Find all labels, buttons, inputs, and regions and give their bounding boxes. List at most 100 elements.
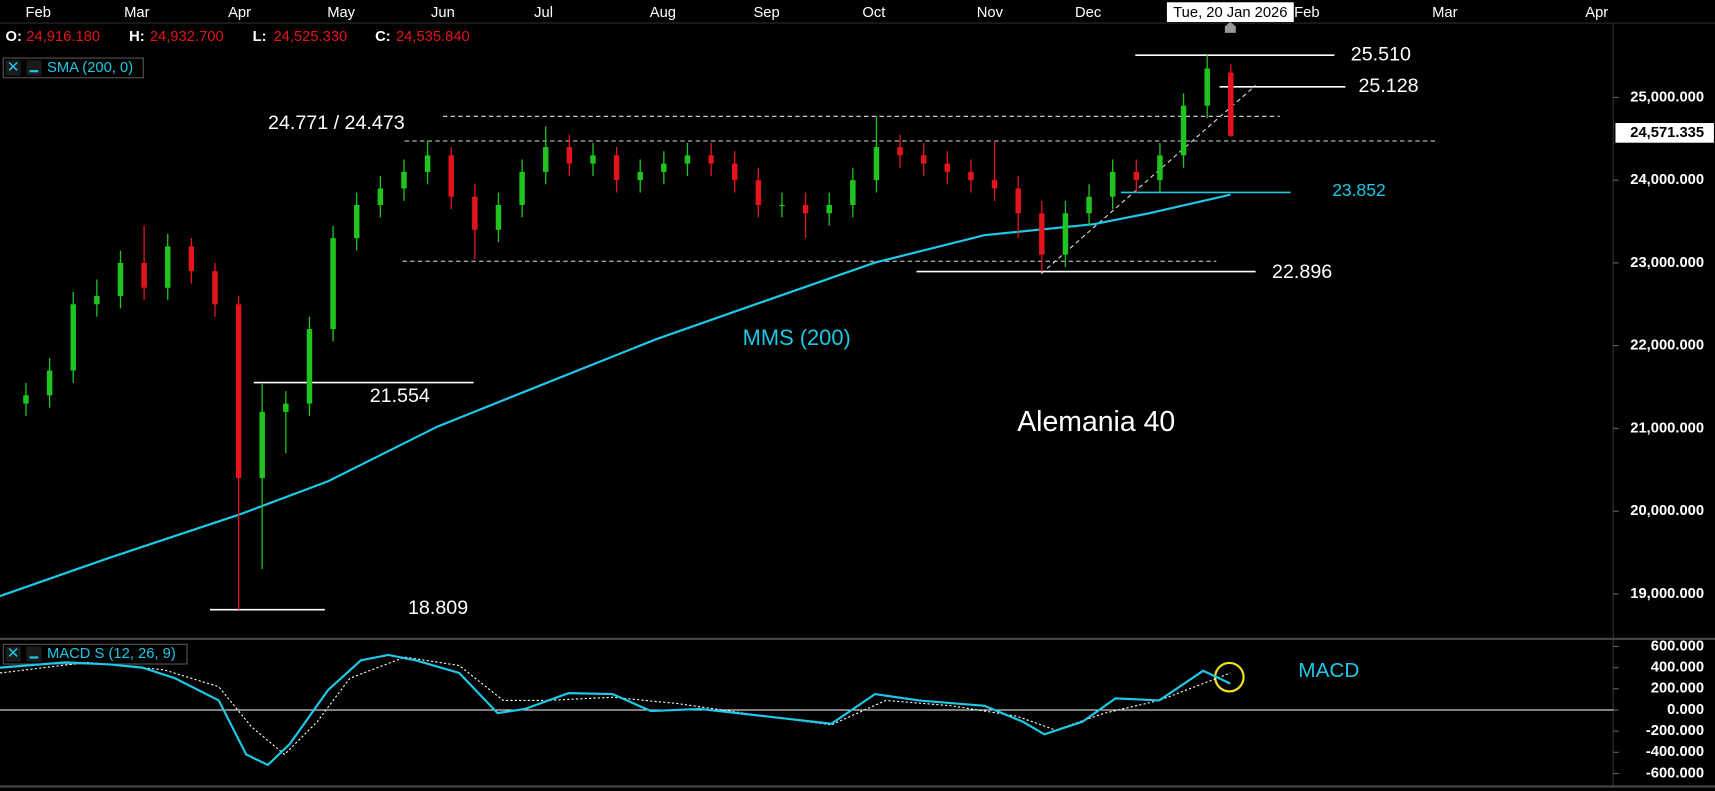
level-label: 21.554: [370, 385, 430, 407]
ohlc-value: 24,525.330: [273, 29, 347, 45]
ohlc-key: L:: [253, 29, 267, 45]
sma-legend: ✕ SMA (200, 0): [2, 57, 144, 79]
macd-line: [0, 653, 1231, 767]
candle-body: [353, 204, 360, 239]
x-tick-label: Dec: [1075, 5, 1101, 21]
candle-body: [802, 204, 809, 214]
candle-body: [779, 204, 785, 207]
level-label: 22.896: [1272, 261, 1332, 283]
candle-body: [448, 155, 454, 197]
candle-body: [117, 262, 124, 297]
candle-body: [1228, 72, 1234, 136]
macd-legend-text: MACD S (12, 26, 9): [47, 646, 176, 662]
sma-line: [0, 193, 1231, 598]
y-tick-label: -200.000: [1646, 723, 1704, 739]
candle-body: [141, 262, 147, 288]
candle-body: [70, 304, 76, 371]
x-tick-label: Jul: [534, 5, 553, 21]
macd-legend: ✕ MACD S (12, 26, 9): [2, 643, 188, 665]
candle-body: [519, 171, 525, 205]
legend-box: [2, 57, 144, 79]
candle-body: [991, 180, 998, 189]
minimize-icon[interactable]: [26, 646, 42, 662]
ohlc-value: 24,932.700: [150, 29, 224, 45]
ohlc-key: C:: [375, 29, 391, 45]
y-tick-label: 23,000.000: [1630, 255, 1704, 271]
x-tick-label: Sep: [753, 5, 779, 21]
candle-body: [613, 155, 620, 181]
sma-annotation: MMS (200): [743, 325, 851, 350]
candle-body: [188, 246, 195, 272]
ohlc-key: H:: [129, 29, 145, 45]
candle-body: [661, 163, 667, 172]
candle-body: [401, 171, 407, 189]
candle-body: [164, 246, 171, 288]
candle-body: [377, 188, 384, 205]
candle-body: [731, 163, 738, 181]
candle-body: [1133, 171, 1140, 181]
candle-body: [755, 180, 762, 205]
crosshair-box: [1166, 2, 1294, 22]
candle-body: [542, 147, 549, 172]
candle-body: [1109, 171, 1116, 197]
crosshair-marker: [1224, 21, 1236, 33]
macd-annotation: MACD: [1298, 659, 1359, 682]
x-tick-label: Aug: [650, 5, 676, 21]
candle-body: [259, 411, 265, 479]
level-label: 25.510: [1351, 43, 1411, 65]
y-tick-label: 0.000: [1667, 702, 1704, 718]
y-tick-label: 400.000: [1651, 660, 1704, 676]
candle-body: [1086, 196, 1092, 214]
candle-body: [944, 163, 951, 172]
candle-body: [330, 238, 336, 330]
y-tick-label: 22,000.000: [1630, 338, 1704, 354]
chart-title: Alemania 40: [1017, 406, 1175, 438]
candle-body: [1039, 213, 1045, 255]
level-label: 23.852: [1332, 180, 1386, 200]
x-tick-label: Jun: [431, 5, 455, 21]
y-tick-label: -400.000: [1646, 744, 1704, 760]
candle-body: [684, 155, 691, 164]
candle-body: [212, 271, 218, 305]
y-tick-label: -600.000: [1646, 765, 1704, 781]
y-tick-label: 600.000: [1651, 638, 1704, 654]
x-tick-label: Feb: [1294, 5, 1319, 21]
candle-body: [94, 296, 100, 305]
minimize-icon[interactable]: [26, 60, 42, 76]
ohlc-value: 24,916.180: [26, 29, 100, 45]
y-tick-label: 25,000.000: [1630, 89, 1704, 105]
close-icon[interactable]: [5, 646, 21, 662]
ohlc-value: 24,535.840: [396, 29, 470, 45]
last-price-label: 24,571.335: [1630, 125, 1704, 141]
candle-body: [708, 155, 714, 164]
candle-body: [495, 204, 502, 230]
y-tick-label: 19,000.000: [1630, 586, 1704, 602]
candle-body: [968, 171, 974, 181]
candle-body: [1062, 213, 1069, 255]
y-tick-label: 20,000.000: [1630, 503, 1704, 519]
candle-body: [873, 147, 880, 181]
last-price-box: [1615, 123, 1714, 143]
x-tick-label: Feb: [26, 5, 51, 21]
candle-body: [472, 196, 478, 230]
y-tick-label: 200.000: [1651, 681, 1704, 697]
candle-body: [1180, 105, 1187, 156]
candle-body: [283, 403, 289, 412]
channel-label: 24.771 / 24.473: [268, 112, 405, 134]
close-icon[interactable]: [5, 60, 21, 76]
candle-body: [590, 155, 596, 164]
x-tick-label: Apr: [1585, 5, 1608, 21]
ohlc-key: O:: [5, 29, 21, 45]
x-tick-label: Mar: [1432, 5, 1457, 21]
y-tick-label: 24,000.000: [1630, 172, 1704, 188]
candle-body: [424, 155, 431, 172]
candle-body: [46, 370, 53, 396]
candle-body: [637, 171, 643, 181]
candle-body: [566, 147, 573, 164]
candle-body: [1015, 188, 1021, 214]
x-tick-label: May: [327, 5, 355, 21]
x-tick-label: Mar: [124, 5, 149, 21]
candle-body: [306, 329, 313, 404]
